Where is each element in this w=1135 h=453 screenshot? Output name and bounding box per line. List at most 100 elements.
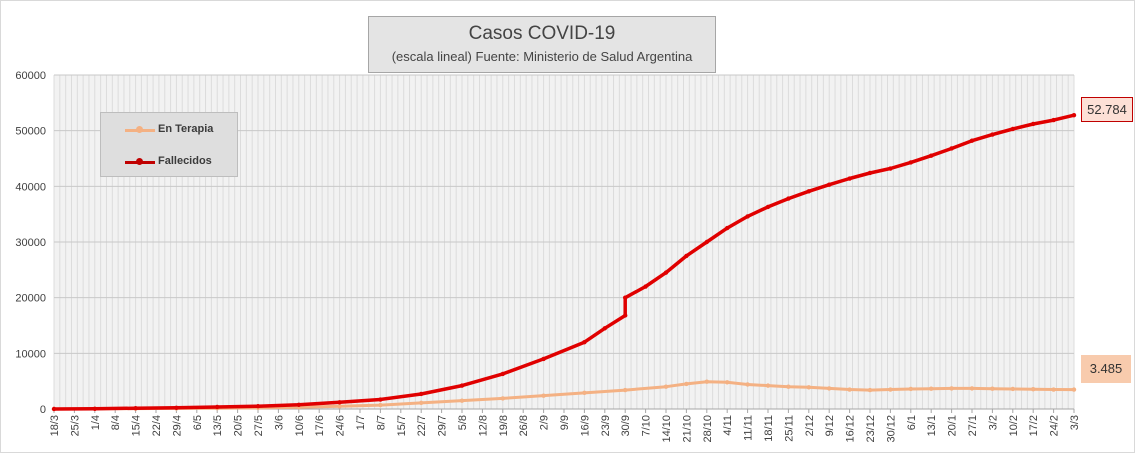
x-tick-label: 17/2 <box>1028 415 1040 436</box>
data-point-en-terapia <box>929 386 934 391</box>
x-tick-label: 8/4 <box>110 415 122 430</box>
data-point-fallecidos <box>806 189 811 194</box>
data-point-en-terapia <box>663 384 669 389</box>
data-point-fallecidos <box>908 160 913 165</box>
data-point-fallecidos <box>133 405 138 411</box>
data-point-en-terapia <box>337 404 342 409</box>
x-tick-label: 28/10 <box>702 415 714 443</box>
data-point-fallecidos <box>867 170 873 176</box>
x-tick-label: 27/1 <box>967 415 979 436</box>
x-tick-label: 8/7 <box>375 415 387 430</box>
data-point-fallecidos <box>1010 126 1015 132</box>
x-tick-label: 13/5 <box>212 415 224 436</box>
x-tick-label: 30/9 <box>620 415 632 436</box>
data-point-fallecidos <box>745 214 750 219</box>
x-tick-label: 1/7 <box>355 415 367 430</box>
data-point-en-terapia <box>419 400 424 406</box>
data-point-en-terapia <box>684 381 689 387</box>
legend-marker-fallecidos <box>136 158 143 165</box>
legend-label-en-terapia: En Terapia <box>158 123 214 135</box>
x-tick-label: 20/5 <box>233 415 245 436</box>
data-point-fallecidos <box>174 405 179 410</box>
data-point-fallecidos <box>847 176 852 181</box>
data-point-en-terapia <box>623 387 628 393</box>
y-tick-label: 10000 <box>15 348 46 360</box>
legend-item-en-terapia: En Terapia <box>101 121 237 139</box>
data-point-en-terapia <box>1031 387 1036 392</box>
x-tick-label: 22/4 <box>151 415 163 436</box>
x-tick-label: 10/6 <box>294 415 306 436</box>
data-point-fallecidos <box>1071 112 1077 118</box>
x-tick-label: 24/2 <box>1049 415 1061 436</box>
x-tick-label: 20/1 <box>947 415 959 436</box>
series-layer <box>51 112 1077 412</box>
x-tick-label: 18/3 <box>49 415 61 436</box>
data-point-fallecidos <box>255 404 261 409</box>
data-point-en-terapia <box>1010 386 1015 392</box>
x-tick-label: 19/8 <box>498 415 510 436</box>
x-tick-label: 15/7 <box>396 415 408 436</box>
data-point-en-terapia <box>541 393 546 398</box>
data-point-en-terapia <box>500 396 505 401</box>
data-point-fallecidos <box>602 326 607 331</box>
x-tick-label: 11/11 <box>743 415 755 441</box>
data-point-fallecidos <box>623 295 628 300</box>
x-tick-label: 3/6 <box>273 415 285 430</box>
x-tick-label: 14/10 <box>661 415 673 443</box>
data-point-fallecidos <box>337 400 342 405</box>
x-tick-label: 23/9 <box>600 415 612 436</box>
legend-label-fallecidos: Fallecidos <box>158 155 212 167</box>
x-tick-label: 18/11 <box>763 415 775 442</box>
data-point-fallecidos <box>419 391 424 397</box>
data-point-en-terapia <box>725 380 730 385</box>
x-tick-label: 24/6 <box>335 415 347 436</box>
data-point-en-terapia <box>888 387 893 392</box>
x-tick-label: 27/5 <box>253 415 265 436</box>
data-point-en-terapia <box>908 386 913 392</box>
data-point-fallecidos <box>541 356 546 362</box>
x-tick-label: 3/3 <box>1069 415 1081 430</box>
x-tick-label: 7/10 <box>641 415 653 436</box>
chart-title-box: Casos COVID-19 (escala lineal) Fuente: M… <box>368 16 716 73</box>
legend-item-fallecidos: Fallecidos <box>101 153 237 171</box>
x-tick-label: 1/4 <box>90 415 102 430</box>
y-tick-label: 50000 <box>15 126 46 138</box>
data-point-en-terapia <box>847 387 852 392</box>
data-point-en-terapia <box>990 386 995 391</box>
data-point-fallecidos <box>969 138 975 143</box>
data-point-en-terapia <box>867 387 873 393</box>
data-point-fallecidos <box>990 132 995 137</box>
data-point-fallecidos <box>929 153 934 158</box>
x-tick-label: 2/9 <box>539 415 551 430</box>
x-tick-label: 25/11 <box>783 415 795 442</box>
chart-subtitle: (escala lineal) Fuente: Ministerio de Sa… <box>391 49 693 64</box>
data-point-en-terapia <box>459 398 465 403</box>
data-point-fallecidos <box>888 166 893 171</box>
x-tick-label: 15/4 <box>131 415 143 436</box>
data-point-fallecidos <box>765 204 771 210</box>
data-point-fallecidos <box>643 284 648 289</box>
y-tick-label: 30000 <box>15 237 46 249</box>
data-point-en-terapia <box>1071 387 1077 392</box>
data-point-en-terapia <box>786 384 791 389</box>
data-point-en-terapia <box>949 386 954 391</box>
chart-title: Casos COVID-19 <box>468 23 616 44</box>
x-tick-label: 26/8 <box>518 415 530 436</box>
data-point-fallecidos <box>786 196 791 201</box>
x-tick-label: 6/1 <box>906 415 918 430</box>
data-point-fallecidos <box>500 371 505 377</box>
data-point-fallecidos <box>949 146 954 151</box>
x-tick-label: 4/11 <box>722 415 734 436</box>
data-point-fallecidos <box>582 340 587 345</box>
x-tick-label: 30/12 <box>885 415 897 443</box>
x-tick-label: 12/8 <box>477 415 489 436</box>
x-tick-label: 2/12 <box>804 415 816 436</box>
data-point-fallecidos <box>704 239 709 245</box>
data-point-fallecidos <box>684 253 689 259</box>
data-point-fallecidos <box>459 383 465 388</box>
x-tick-label: 25/3 <box>69 415 81 436</box>
legend: En Terapia Fallecidos <box>100 112 238 177</box>
x-tick-label: 17/6 <box>314 415 326 436</box>
data-point-fallecidos <box>623 313 628 318</box>
data-point-en-terapia <box>827 386 832 391</box>
